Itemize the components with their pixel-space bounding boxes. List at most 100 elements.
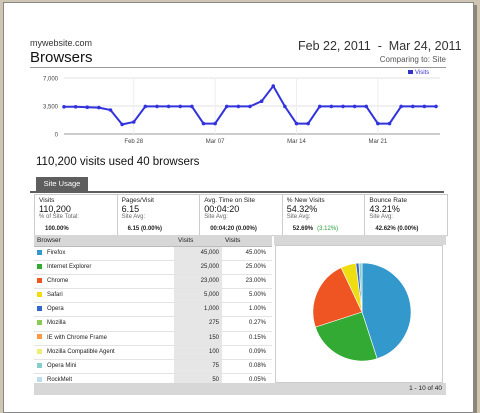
table-row[interactable]: Safari 5,000 5.00%: [34, 289, 272, 304]
metrics-bar: Visits 110,200 % of Site Total: 100.00% …: [34, 194, 448, 236]
data-point: [283, 104, 287, 109]
browser-name[interactable]: Opera Mini: [47, 362, 77, 369]
series-color-swatch: [37, 348, 42, 354]
browser-cell[interactable]: Firefox: [34, 247, 174, 260]
data-point: [155, 104, 159, 109]
data-point: [329, 104, 334, 109]
pie-slice-other[interactable]: [358, 262, 363, 313]
visits-cell: 45,000: [174, 247, 222, 261]
pagination-label[interactable]: 1 - 10 of 40: [409, 385, 442, 392]
browser-cell[interactable]: Opera: [34, 303, 174, 316]
metric-pct-value: 6.15 (0.00%): [127, 226, 162, 232]
column-header-visits[interactable]: Visits: [174, 235, 222, 246]
visits-pct-cell: 45.00%: [245, 250, 266, 256]
visits-cell: 275: [174, 317, 222, 331]
visits-pct-cell: 0.15%: [248, 334, 266, 341]
data-point: [73, 105, 78, 109]
table-row[interactable]: Firefox 45,000 45.00%: [34, 247, 272, 262]
x-tick-label: Mar 21: [369, 139, 388, 145]
browser-cell[interactable]: Chrome: [34, 275, 174, 288]
table-row[interactable]: Mozilla 275 0.27%: [34, 317, 272, 332]
browser-name[interactable]: Firefox: [47, 250, 66, 256]
table-row[interactable]: Mozilla Compatible Agent 100 0.09%: [34, 345, 272, 360]
data-point: [62, 105, 66, 109]
metric-sub: Site Avg:: [286, 214, 311, 220]
legend-swatch: [408, 70, 413, 74]
visits-cell: 25,000: [174, 261, 222, 275]
browser-cell[interactable]: IE with Chrome Frame: [34, 332, 174, 345]
browser-cell[interactable]: Mozilla Compatible Agent: [34, 346, 174, 359]
date-range[interactable]: Feb 22, 2011 - Mar 24, 2011: [298, 39, 462, 53]
browser-cell[interactable]: Mozilla: [34, 317, 174, 330]
column-header-visits-pct[interactable]: Visits: [225, 237, 241, 244]
data-point: [108, 108, 113, 112]
browser-cell[interactable]: Safari: [34, 289, 174, 302]
comparison-label: Comparing to: Site: [379, 55, 446, 64]
browser-name[interactable]: Mozilla: [47, 320, 66, 327]
metric-name: Bounce Rate: [369, 197, 407, 204]
table-row[interactable]: Internet Explorer 25,000 25.00%: [34, 261, 272, 276]
visits-cell: 75: [174, 359, 222, 373]
metric-pct: 52.69% (3.12%): [293, 226, 338, 232]
browser-name[interactable]: IE with Chrome Frame: [47, 334, 108, 341]
pie-slice-internet-explorer[interactable]: [315, 311, 378, 362]
metric-visits: Visits 110,200 % of Site Total: 100.00%: [35, 195, 118, 235]
browser-name[interactable]: Safari: [47, 292, 63, 299]
data-point: [201, 121, 206, 126]
data-point: [364, 104, 369, 109]
data-point: [271, 84, 276, 88]
browser-cell[interactable]: Internet Explorer: [34, 261, 174, 274]
browser-name[interactable]: Mozilla Compatible Agent: [47, 348, 115, 355]
chart-legend: Visits: [408, 70, 429, 76]
browser-cell[interactable]: Opera Mini: [34, 360, 174, 373]
browser-name[interactable]: RockMelt: [47, 376, 73, 383]
table-header: Browser Visits Visits: [34, 235, 272, 247]
metric-value: 110,200: [39, 204, 71, 214]
table-body: Firefox 45,000 45.00% Internet Explorer 25,0…: [34, 247, 272, 388]
table-row[interactable]: Opera Mini 75 0.08%: [34, 359, 272, 374]
data-point: [376, 121, 380, 126]
metric-sub: Site Avg:: [204, 214, 228, 220]
series-color-swatch: [37, 376, 42, 382]
data-point: [422, 104, 427, 109]
data-point: [294, 121, 299, 126]
metric-change: (3.12%): [317, 226, 339, 232]
column-header-browser[interactable]: Browser: [37, 237, 61, 244]
metric-pct-value: 52.69%: [292, 226, 314, 232]
visits-cell: 150: [174, 331, 222, 345]
browser-cell[interactable]: RockMelt: [34, 374, 174, 387]
data-point: [434, 104, 438, 109]
data-point: [306, 121, 310, 126]
metric-value: 43.21%: [369, 204, 400, 214]
tab-site-usage[interactable]: Site Usage: [36, 177, 88, 191]
series-color-swatch: [37, 334, 42, 340]
divider: [30, 67, 446, 68]
visits-pct-cell: 0.27%: [248, 320, 266, 327]
data-point: [352, 104, 357, 109]
visits-cell: 23,000: [174, 275, 222, 289]
metric-pct: 00:04:20 (0.00%): [210, 226, 257, 232]
pie-slice-firefox[interactable]: [361, 262, 412, 359]
metric-value: 54.32%: [286, 204, 318, 214]
browser-pie-chart: [312, 262, 412, 362]
visits-pct-cell: 1.00%: [248, 306, 266, 313]
metric-name: Pages/Visit: [121, 197, 154, 204]
table-row[interactable]: Opera 1,000 1.00%: [34, 303, 272, 318]
visits-cell: 1,000: [174, 303, 222, 317]
table-row[interactable]: Chrome 23,000 23.00%: [34, 275, 272, 290]
metric-new-visits: % New Visits 54.32% Site Avg: 52.69% (3.1…: [283, 195, 366, 235]
browser-name[interactable]: Internet Explorer: [47, 264, 92, 271]
visits-pct-cell: 23.00%: [245, 278, 266, 285]
metric-name: Visits: [39, 197, 55, 204]
pie-slice-chrome[interactable]: [312, 267, 363, 328]
data-point: [410, 104, 415, 109]
x-tick-label: Mar 07: [206, 139, 225, 145]
visits-pct-cell: 0.05%: [248, 376, 266, 383]
browser-name[interactable]: Chrome: [47, 278, 69, 285]
series-color-swatch: [37, 306, 42, 312]
legend-label: Visits: [415, 70, 430, 76]
table-row[interactable]: IE with Chrome Frame 150 0.15%: [34, 331, 272, 346]
browser-name[interactable]: Opera: [47, 306, 64, 313]
tab-underline: [30, 191, 444, 193]
visits-cell: 100: [174, 345, 222, 359]
